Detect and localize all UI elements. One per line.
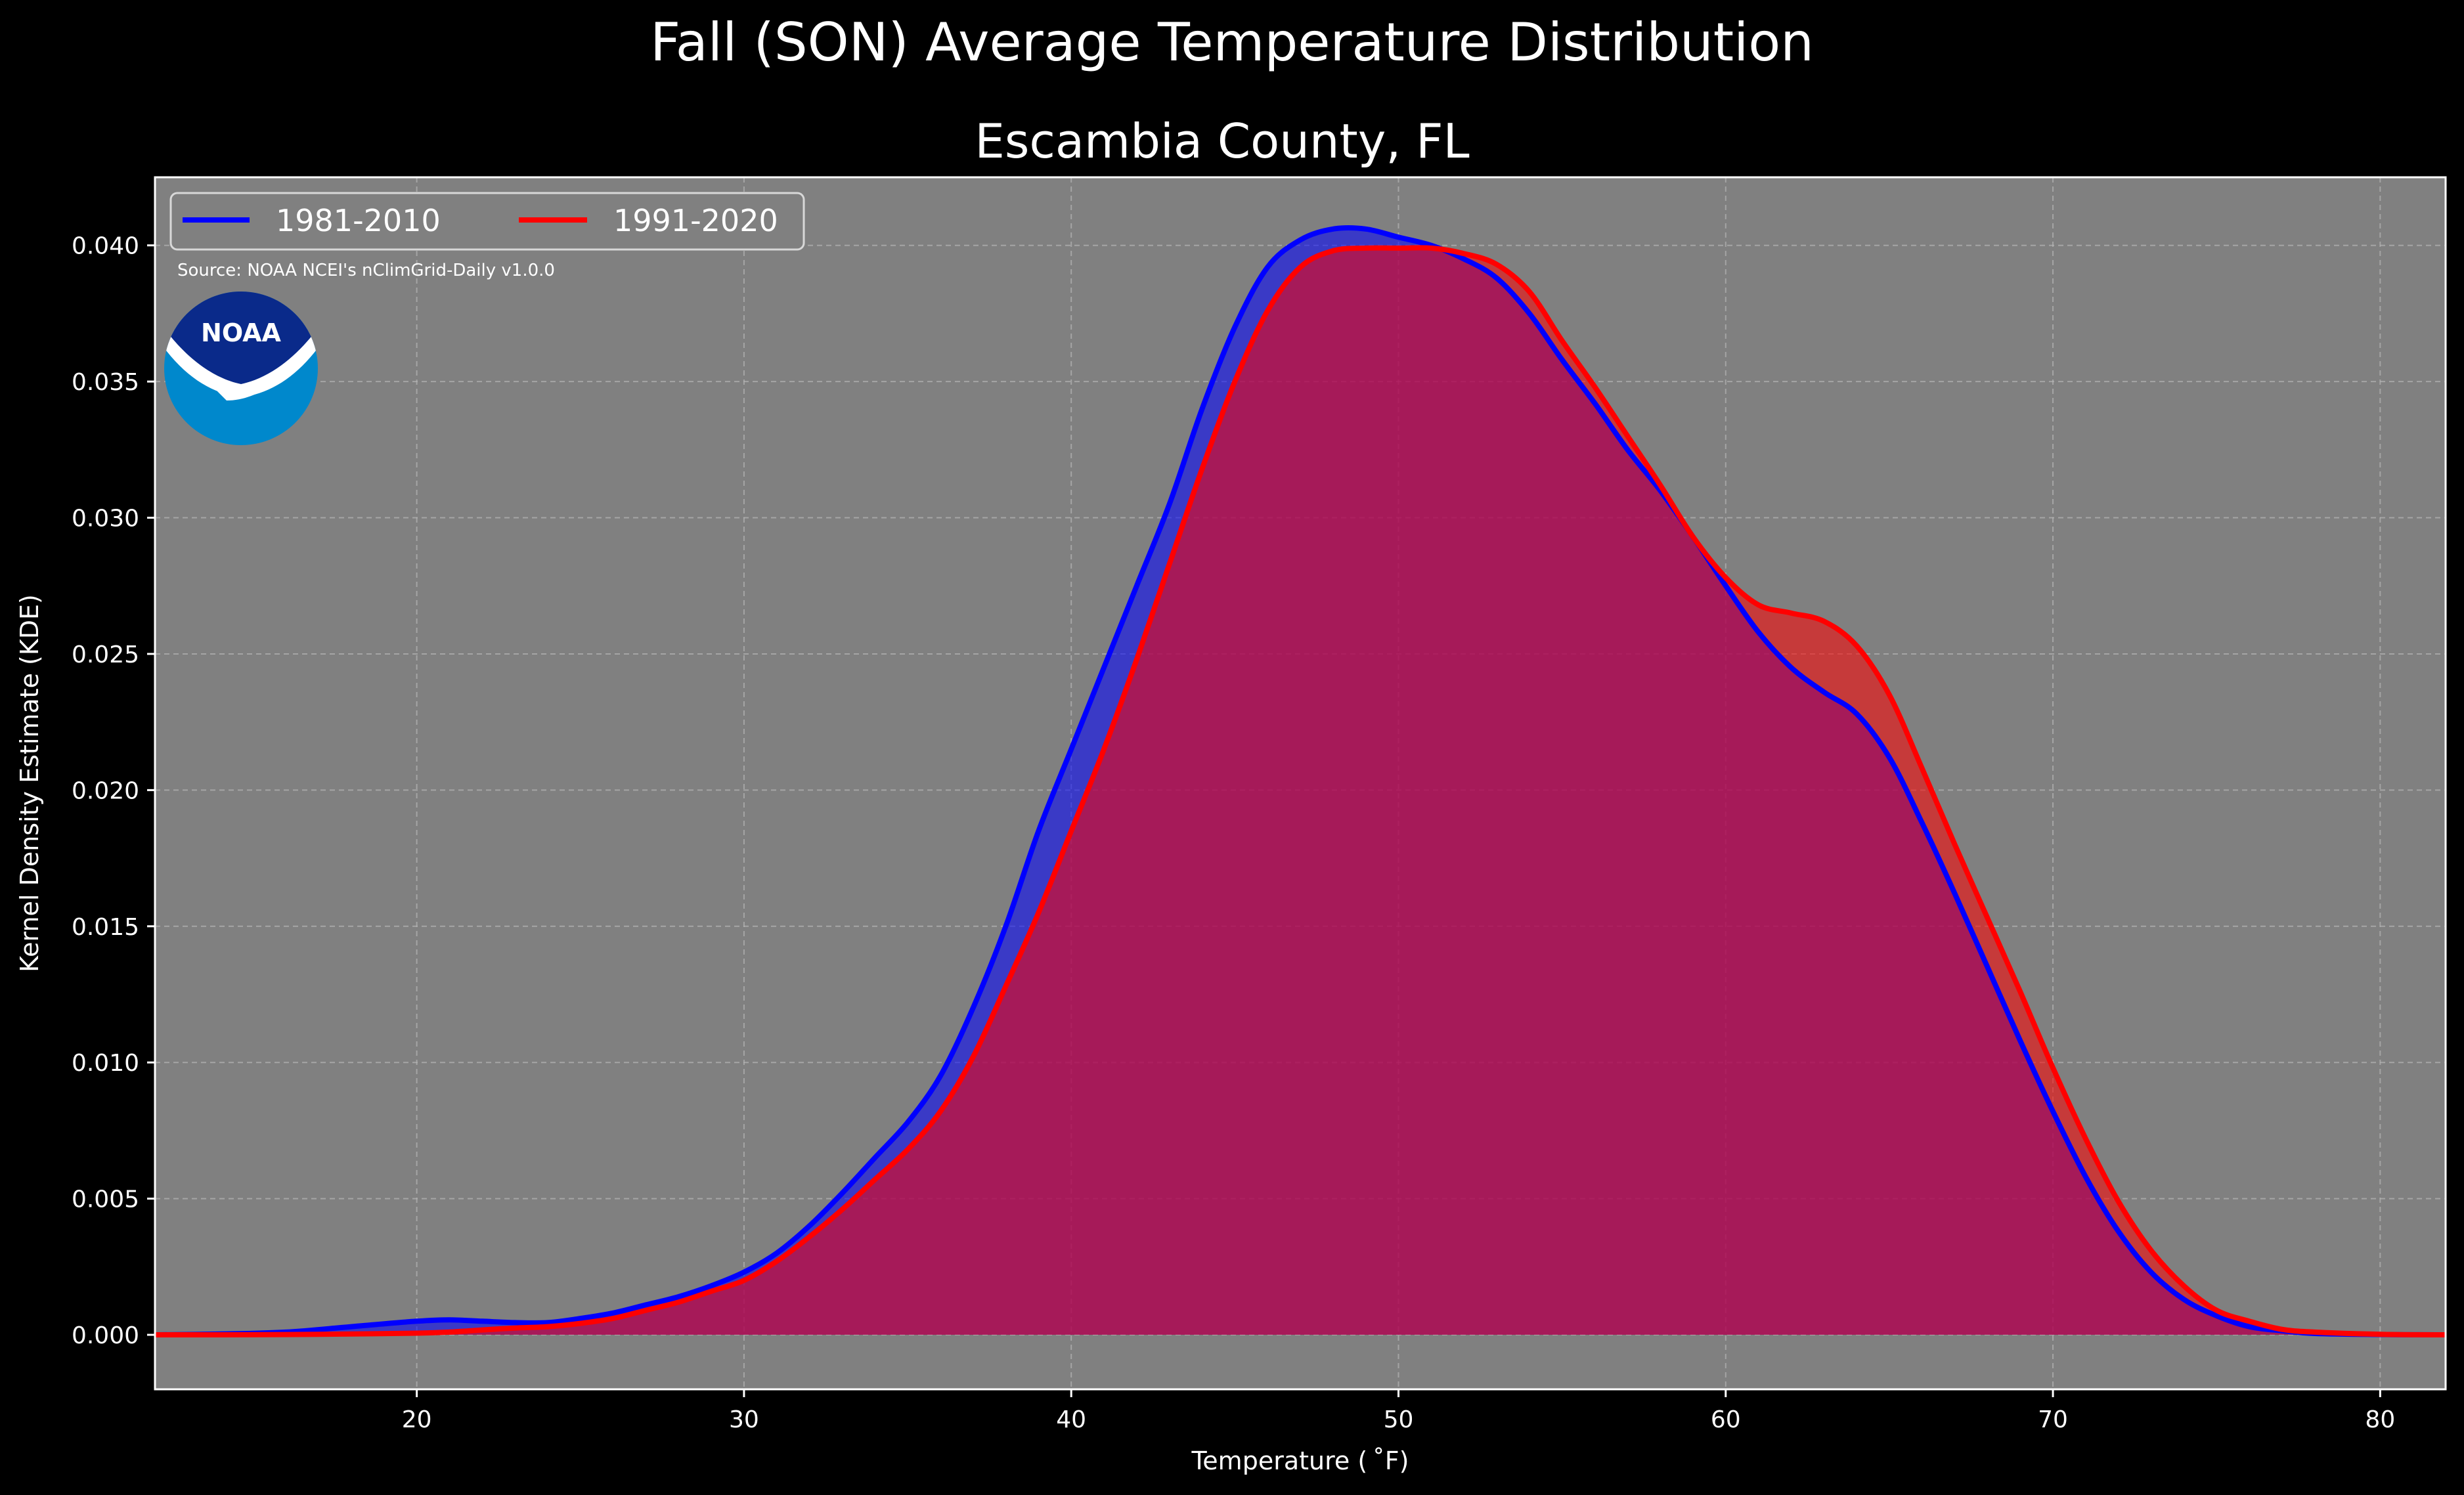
x-tick-label: 30 — [729, 1406, 759, 1433]
data-point — [776, 1261, 777, 1262]
data-point — [2053, 1111, 2054, 1112]
y-tick-label: 0.025 — [72, 641, 139, 668]
y-tick-label: 0.000 — [72, 1322, 139, 1349]
y-tick-label: 0.030 — [72, 506, 139, 532]
data-point — [580, 1318, 581, 1319]
y-tick-label: 0.040 — [72, 233, 139, 260]
data-point — [2216, 1310, 2217, 1311]
data-point — [1005, 986, 1006, 987]
data-point — [2380, 1334, 2381, 1335]
x-axis-ticks: 20 30 40 50 60 70 80 — [402, 1389, 2395, 1433]
data-point — [1791, 667, 1792, 668]
data-point — [2249, 1321, 2250, 1322]
data-point — [1692, 536, 1693, 537]
y-axis-label: Kernel Density Estimate (KDE) — [15, 594, 44, 972]
data-point — [1398, 237, 1399, 238]
noaa-logo-icon: NOAA — [164, 292, 318, 445]
x-tick-label: 80 — [2365, 1406, 2395, 1433]
data-point — [547, 1322, 548, 1323]
data-point — [580, 1323, 581, 1324]
data-point — [2216, 1315, 2217, 1316]
data-point — [1496, 264, 1497, 265]
data-point — [842, 1193, 843, 1194]
data-point — [515, 1322, 516, 1323]
data-point — [809, 1236, 810, 1237]
data-point — [842, 1209, 843, 1210]
data-point — [1725, 577, 1726, 578]
data-point — [678, 1302, 679, 1303]
data-point — [482, 1321, 483, 1322]
data-point — [1136, 659, 1137, 660]
chart-subtitle: Escambia County, FL — [975, 114, 1469, 169]
data-point — [1071, 749, 1072, 750]
data-point — [1104, 749, 1105, 750]
data-point — [1987, 918, 1988, 919]
x-tick-label: 50 — [1384, 1406, 1414, 1433]
x-tick-label: 20 — [402, 1406, 432, 1433]
legend-label-1991-2020: 1991-2020 — [613, 203, 778, 238]
y-tick-label: 0.015 — [72, 914, 139, 941]
data-point — [1954, 844, 1955, 845]
source-note: Source: NOAA NCEI's nClimGrid-Daily v1.0… — [177, 261, 555, 280]
data-point — [1987, 967, 1988, 968]
data-point — [2281, 1329, 2282, 1330]
data-point — [2020, 991, 2021, 992]
legend: 1981-2010 1991-2020 — [169, 192, 805, 251]
y-axis-ticks: 0.000 0.005 0.010 0.015 0.020 0.025 0.030 0.035… — [72, 233, 155, 1349]
y-tick-label: 0.035 — [72, 369, 139, 396]
data-point — [2118, 1201, 2119, 1202]
series-line-1981-2010 — [154, 225, 2446, 1337]
plot-frame — [154, 176, 2447, 1391]
data-point — [743, 1280, 744, 1281]
series-fills — [155, 227, 2446, 1335]
data-point — [1627, 449, 1628, 450]
data-point — [1169, 564, 1170, 565]
data-point — [1365, 228, 1366, 229]
data-point — [678, 1296, 679, 1297]
data-point — [1104, 667, 1105, 668]
data-point — [1627, 436, 1628, 437]
data-point — [547, 1326, 548, 1327]
y-tick-label: 0.010 — [72, 1050, 139, 1077]
legend-box — [169, 192, 805, 251]
legend-label-1981-2010: 1981-2010 — [276, 203, 441, 238]
data-point — [1332, 228, 1333, 229]
data-point — [2118, 1231, 2119, 1232]
data-point — [2249, 1326, 2250, 1327]
series-fill-1991-2020 — [155, 248, 2446, 1335]
y-tick-label: 0.005 — [72, 1186, 139, 1213]
x-tick-label: 40 — [1056, 1406, 1086, 1433]
x-axis-label: Temperature ( ˚F) — [1191, 1446, 1409, 1475]
data-point — [2085, 1138, 2086, 1139]
x-tick-label: 70 — [2038, 1406, 2068, 1433]
series-lines — [154, 225, 2446, 1338]
series-line-1991-2020 — [154, 245, 2446, 1338]
noaa-logo-text: NOAA — [201, 318, 281, 347]
page-title: Fall (SON) Average Temperature Distribut… — [650, 12, 1814, 73]
y-tick-label: 0.020 — [72, 777, 139, 804]
x-tick-label: 60 — [1711, 1406, 1741, 1433]
data-point — [416, 1321, 417, 1322]
